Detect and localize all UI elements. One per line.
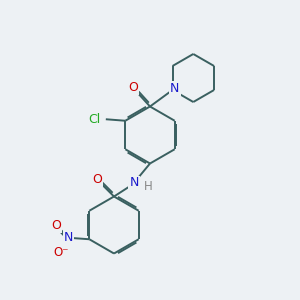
Text: N: N [129,176,139,190]
Text: O: O [51,219,61,232]
Text: O⁻: O⁻ [53,246,69,259]
Text: N: N [64,231,73,244]
Text: Cl: Cl [88,113,100,126]
Text: O: O [129,81,138,94]
Text: H: H [144,179,153,193]
Text: O: O [92,173,102,186]
Text: N: N [170,82,180,95]
